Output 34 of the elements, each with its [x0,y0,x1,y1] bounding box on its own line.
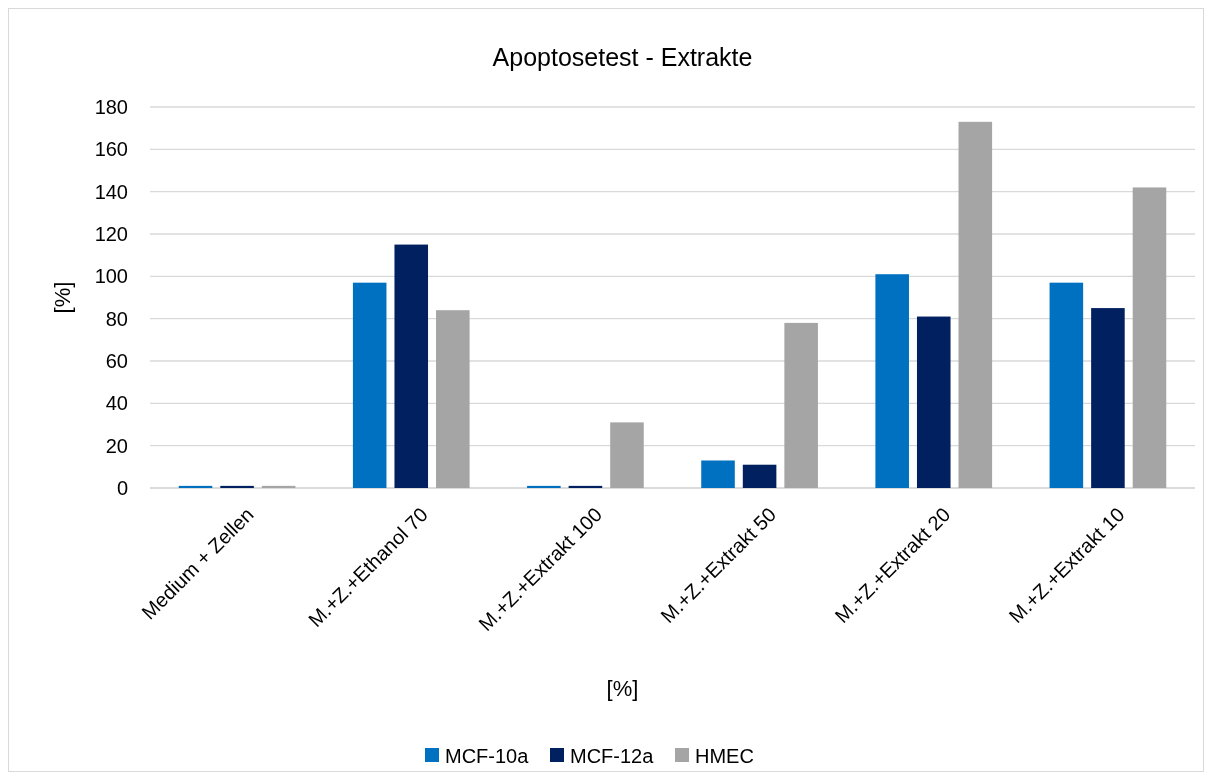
bar [784,322,818,488]
bar [916,316,951,488]
bar [220,485,254,488]
y-tick-label: 140 [94,180,128,203]
y-tick-label: 160 [94,138,128,161]
bar [742,464,777,488]
y-tick-label: 0 [116,477,128,499]
bar [610,422,644,488]
y-tick-label: 40 [105,392,128,415]
bar [568,485,603,488]
bar [1049,282,1084,488]
y-tick-label: 100 [94,265,128,288]
legend-label: MCF-12a [570,745,655,767]
bar [178,485,213,488]
bar [352,282,387,488]
chart-title: Apoptosetest - Extrakte [492,43,753,71]
bar [527,485,561,488]
y-tick-label: 80 [105,307,128,330]
y-tick-label: 120 [94,223,128,245]
bar [1091,308,1125,488]
legend-label: HMEC [695,745,754,767]
y-tick-label: 20 [105,434,128,457]
bar [394,244,429,488]
bar [958,121,993,488]
bar [436,310,470,488]
bar [875,274,909,488]
y-tick-label: 180 [94,96,128,118]
bar [701,460,735,488]
y-tick-label: 60 [105,350,128,372]
y-axis-title: [%] [50,281,75,314]
x-axis-title: [%] [606,676,639,701]
bar [261,485,296,488]
bar [1132,187,1167,488]
legend-label: MCF-10a [445,745,530,767]
